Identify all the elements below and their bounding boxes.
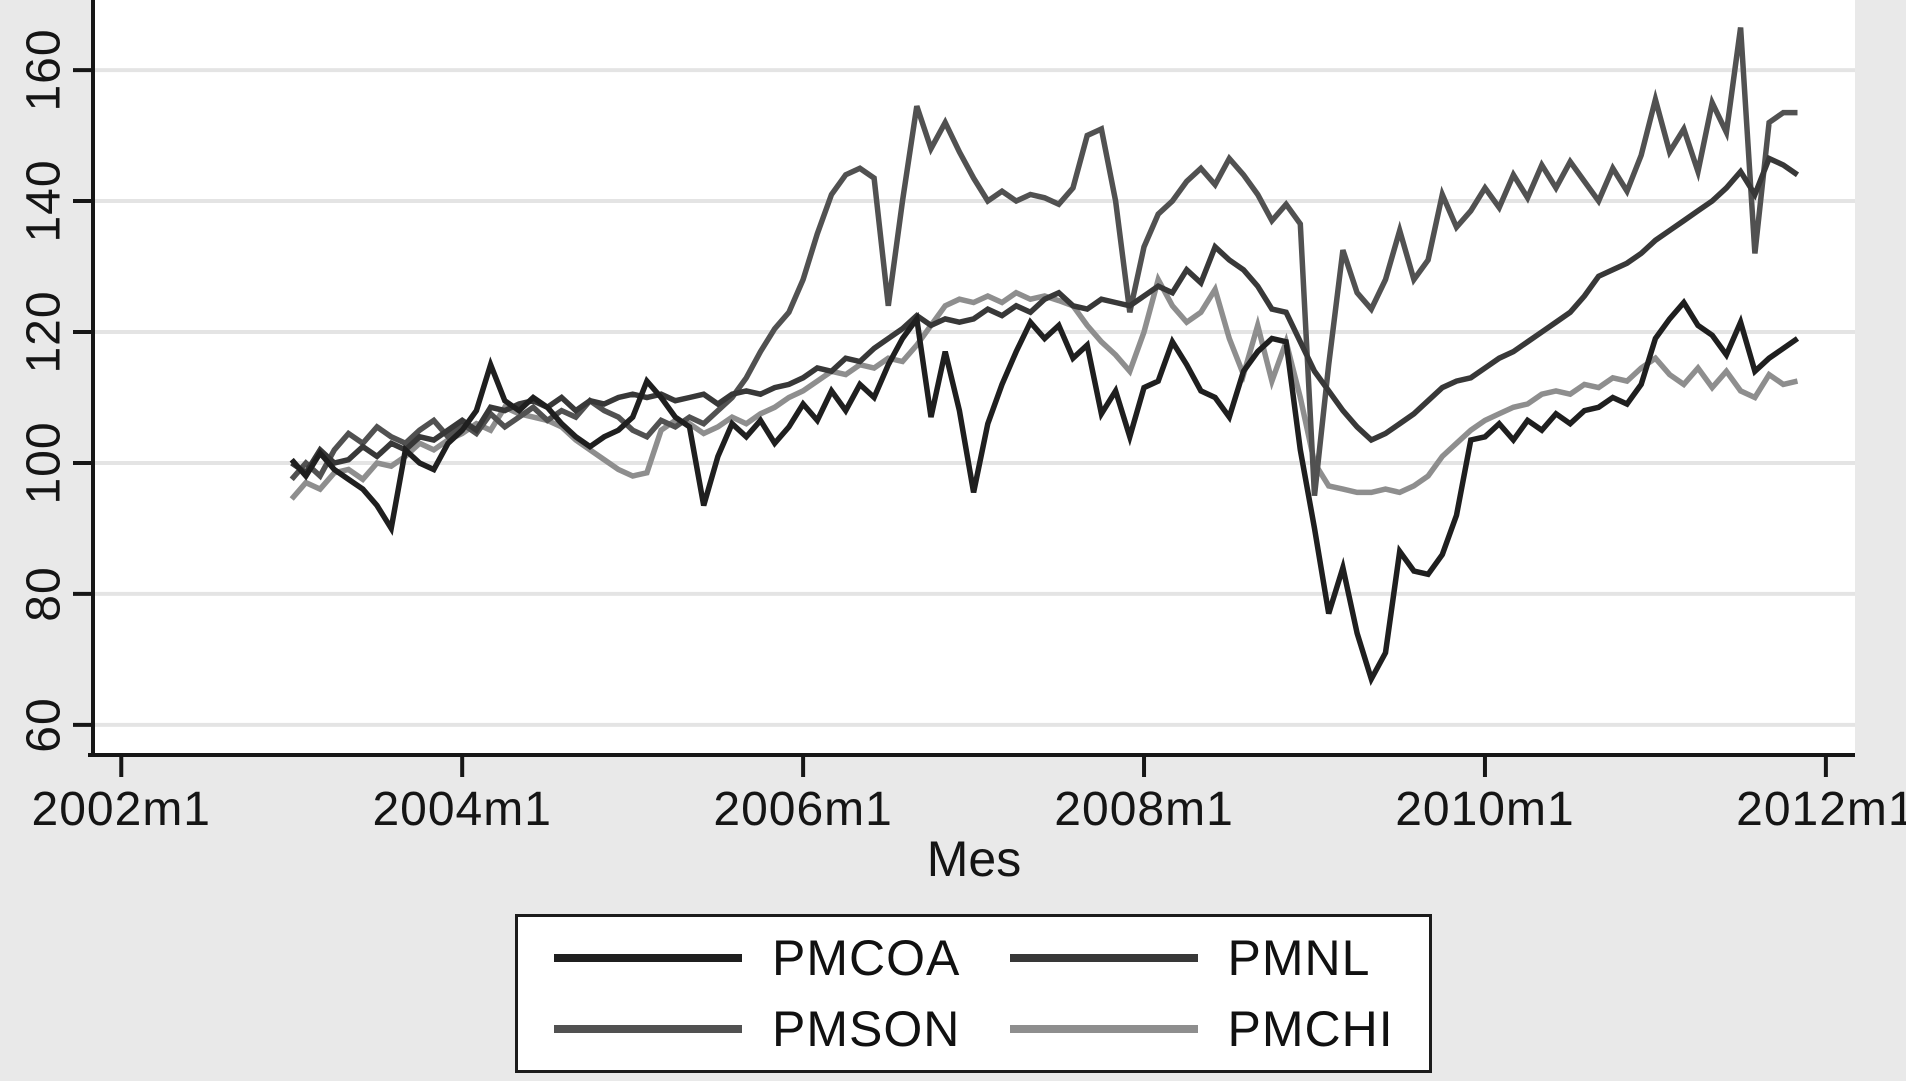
pmson-line-swatch [554, 1024, 742, 1033]
x-tick-label-2010m1: 2010m1 [1395, 783, 1575, 836]
series-line-pmcoa [289, 297, 1800, 687]
legend-label-pmson: PMSON [772, 1000, 961, 1057]
pmcoa-line-swatch [554, 954, 742, 963]
legend-item-pmchi: PMCHI [974, 1000, 1430, 1058]
y-tick-label-160: 160 [17, 28, 71, 112]
x-tick-label-2006m1: 2006m1 [713, 783, 893, 836]
y-tick-label-80: 80 [17, 566, 71, 622]
legend-box: PMCOA PMNL PMSON PMCHI [515, 914, 1432, 1073]
pmnl-line-swatch [1009, 954, 1198, 963]
legend-item-pmson: PMSON [518, 1000, 974, 1058]
y-tick-label-60: 60 [17, 697, 71, 753]
legend-row: PMSON PMCHI [518, 1000, 1429, 1058]
legend-label-pmcoa: PMCOA [772, 930, 961, 987]
y-tick-label-100: 100 [17, 421, 71, 505]
y-tick-label-120: 120 [17, 290, 71, 374]
legend-label-pmchi: PMCHI [1227, 1000, 1394, 1057]
y-tick-label-140: 140 [17, 159, 71, 243]
x-tick-label-2012m1: 2012m1 [1736, 783, 1906, 836]
x-axis-title: Mes [926, 831, 1022, 887]
x-tick-label-2004m1: 2004m1 [372, 783, 552, 836]
legend-item-pmcoa: PMCOA [518, 929, 974, 987]
x-tick-label-2002m1: 2002m1 [31, 783, 211, 836]
series-line-pmson [289, 27, 1798, 496]
legend-label-pmnl: PMNL [1227, 930, 1371, 987]
legend-item-pmnl: PMNL [974, 929, 1430, 987]
legend-row: PMCOA PMNL [518, 929, 1429, 987]
x-tick-label-2008m1: 2008m1 [1054, 783, 1234, 836]
plot-background [93, 0, 1855, 755]
pmchi-line-swatch [1009, 1024, 1198, 1033]
